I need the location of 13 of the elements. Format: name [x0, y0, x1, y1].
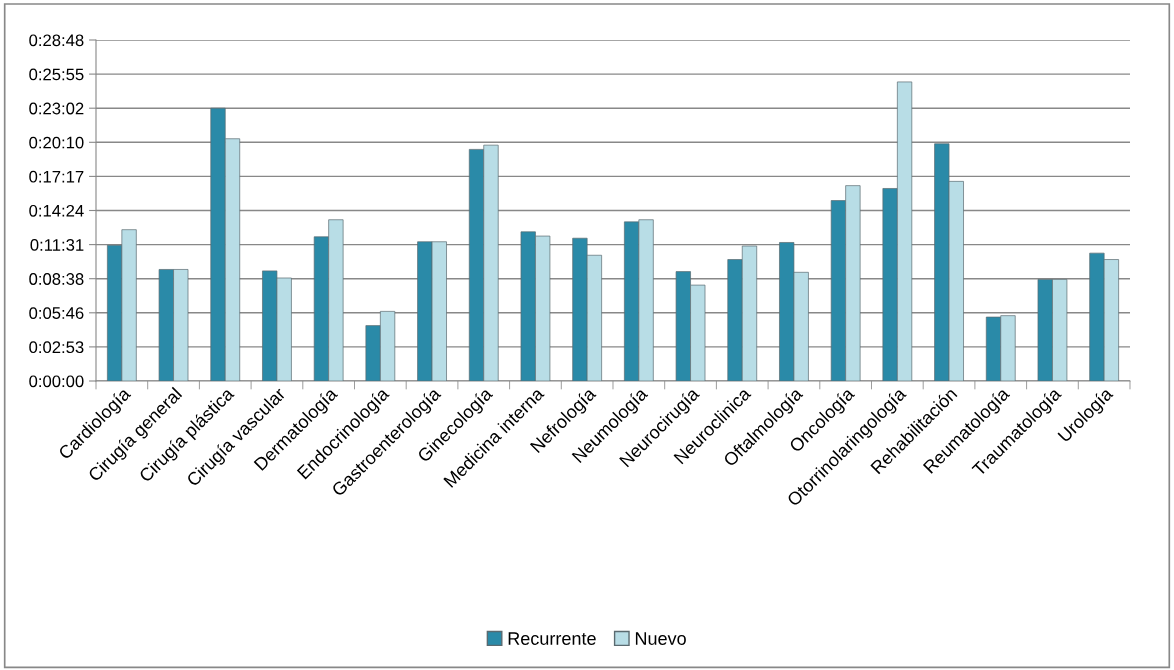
y-tick-label: 0:11:31 — [30, 239, 84, 251]
y-tick-label: 0:14:24 — [29, 204, 84, 217]
y-tick-label: 0:17:17 — [29, 170, 84, 183]
y-tick-label: 0:23:02 — [29, 102, 84, 115]
y-tick-label: 0:05:46 — [29, 307, 84, 319]
y-tick-label: 0:28:48 — [29, 34, 84, 47]
legend-label: Recurrente — [508, 632, 596, 645]
y-tick-label: 0:00:00 — [29, 375, 84, 388]
y-tick-label: 0:25:55 — [29, 68, 84, 81]
y-tick-label: 0:02:53 — [29, 341, 84, 354]
y-tick-label: 0:08:38 — [29, 273, 84, 285]
y-tick-label: 0:20:10 — [29, 136, 84, 149]
legend-label: Nuevo — [635, 632, 686, 645]
